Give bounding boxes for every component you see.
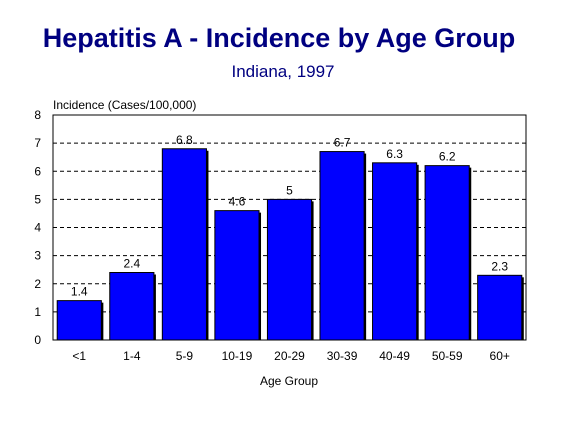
- bar: [319, 151, 365, 341]
- y-tick-label: 2: [34, 277, 41, 291]
- bar: [214, 210, 260, 341]
- x-tick-label: 5-9: [176, 349, 194, 363]
- data-label: 6.8: [176, 133, 193, 147]
- y-tick-label: 8: [34, 108, 41, 122]
- x-tick-label: 30-39: [327, 349, 358, 363]
- data-labels: 1.4 2.4 6.8 4.6 5 6.7 6.3 6.2 2.3: [71, 133, 508, 299]
- bar: [109, 272, 155, 341]
- bar: [266, 198, 313, 341]
- y-tick-labels: 0 1 2 3 4 5 6 7 8: [34, 108, 41, 347]
- y-axis-label: Incidence (Cases/100,000): [53, 98, 196, 112]
- bar: [161, 148, 207, 341]
- x-tick-label: 50-59: [432, 349, 463, 363]
- y-tick-label: 1: [34, 305, 41, 319]
- y-tick-label: 0: [34, 333, 41, 347]
- x-tick-label: 20-29: [274, 349, 305, 363]
- data-label: 6.7: [334, 136, 351, 150]
- bar: [372, 162, 418, 341]
- y-tick-label: 5: [34, 192, 41, 206]
- x-tick-label: 60+: [490, 349, 510, 363]
- bar: [56, 300, 102, 341]
- x-tick-label: <1: [72, 349, 86, 363]
- y-tick-label: 7: [34, 136, 41, 150]
- y-tick-label: 6: [34, 164, 41, 178]
- data-label: 2.3: [491, 259, 508, 273]
- x-tick-label: 40-49: [379, 349, 410, 363]
- x-tick-label: 10-19: [222, 349, 253, 363]
- bar: [424, 165, 470, 341]
- data-label: 2.4: [123, 257, 140, 271]
- x-axis-label: Age Group: [260, 374, 318, 388]
- chart-title: Hepatitis A - Incidence by Age Group: [43, 23, 516, 53]
- data-label: 6.3: [386, 147, 403, 161]
- y-tick-label: 3: [34, 249, 41, 263]
- y-tick-label: 4: [34, 221, 41, 235]
- data-label: 4.6: [229, 195, 246, 209]
- data-label: 1.4: [71, 285, 88, 299]
- bar: [477, 274, 523, 341]
- x-tick-label: 1-4: [123, 349, 141, 363]
- data-label: 6.2: [439, 150, 456, 164]
- data-label: 5: [286, 183, 293, 197]
- chart-subtitle: Indiana, 1997: [231, 62, 334, 81]
- bars: [56, 148, 524, 341]
- x-tick-labels: <1 1-4 5-9 10-19 20-29 30-39 40-49 50-59 60+: [72, 349, 509, 363]
